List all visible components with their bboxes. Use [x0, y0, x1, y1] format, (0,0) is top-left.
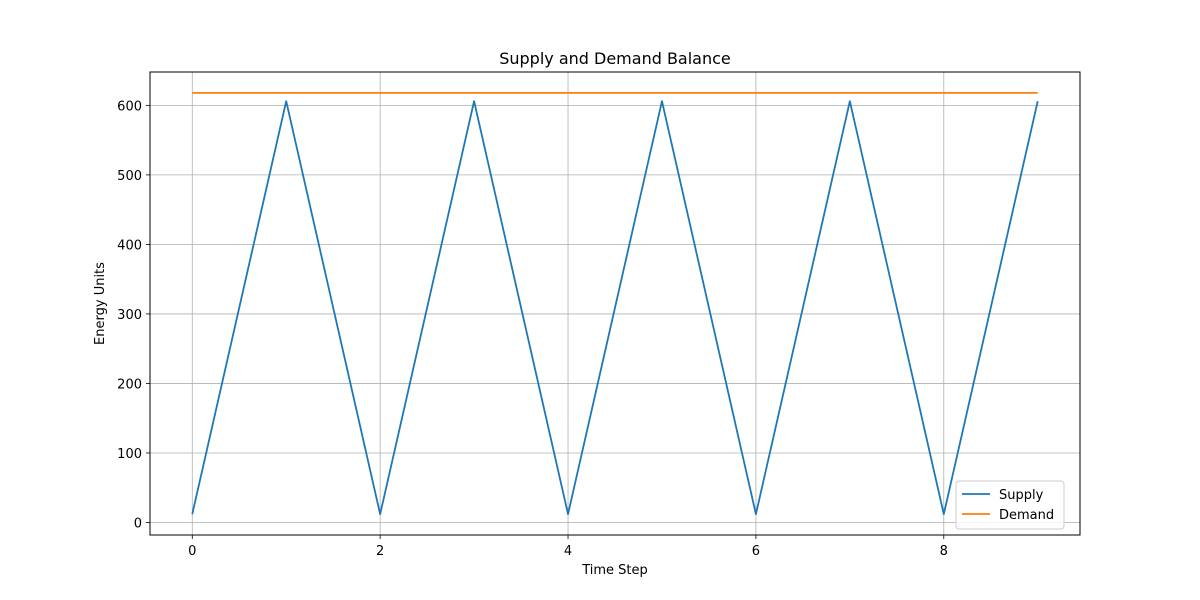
plot-frame [149, 71, 1081, 536]
x-axis-label: Time Step [581, 563, 648, 578]
x-tick-label: 2 [376, 544, 384, 559]
x-tick-label: 8 [940, 544, 948, 559]
x-tick-label: 6 [752, 544, 760, 559]
x-tick-label: 4 [564, 544, 572, 559]
ticks: 0 2 4 6 8 0 100 200 300 400 500 600 [117, 99, 948, 559]
y-tick-label: 500 [117, 169, 142, 184]
grid [150, 72, 1080, 535]
legend: Supply Demand [955, 480, 1065, 530]
series-line-supply [191, 100, 1039, 516]
series-layer [191, 91, 1039, 516]
legend-label-demand: Demand [999, 508, 1054, 523]
y-axis-label: Energy Units [93, 262, 108, 345]
y-tick-label: 0 [134, 516, 142, 531]
y-tick-label: 100 [117, 447, 142, 462]
legend-label-supply: Supply [999, 488, 1044, 503]
chart-title: Supply and Demand Balance [499, 49, 731, 68]
y-tick-label: 200 [117, 377, 142, 392]
y-tick-label: 400 [117, 238, 142, 253]
legend-box [955, 480, 1065, 530]
y-tick-label: 600 [117, 99, 142, 114]
y-tick-label: 300 [117, 308, 142, 323]
x-tick-label: 0 [188, 544, 196, 559]
